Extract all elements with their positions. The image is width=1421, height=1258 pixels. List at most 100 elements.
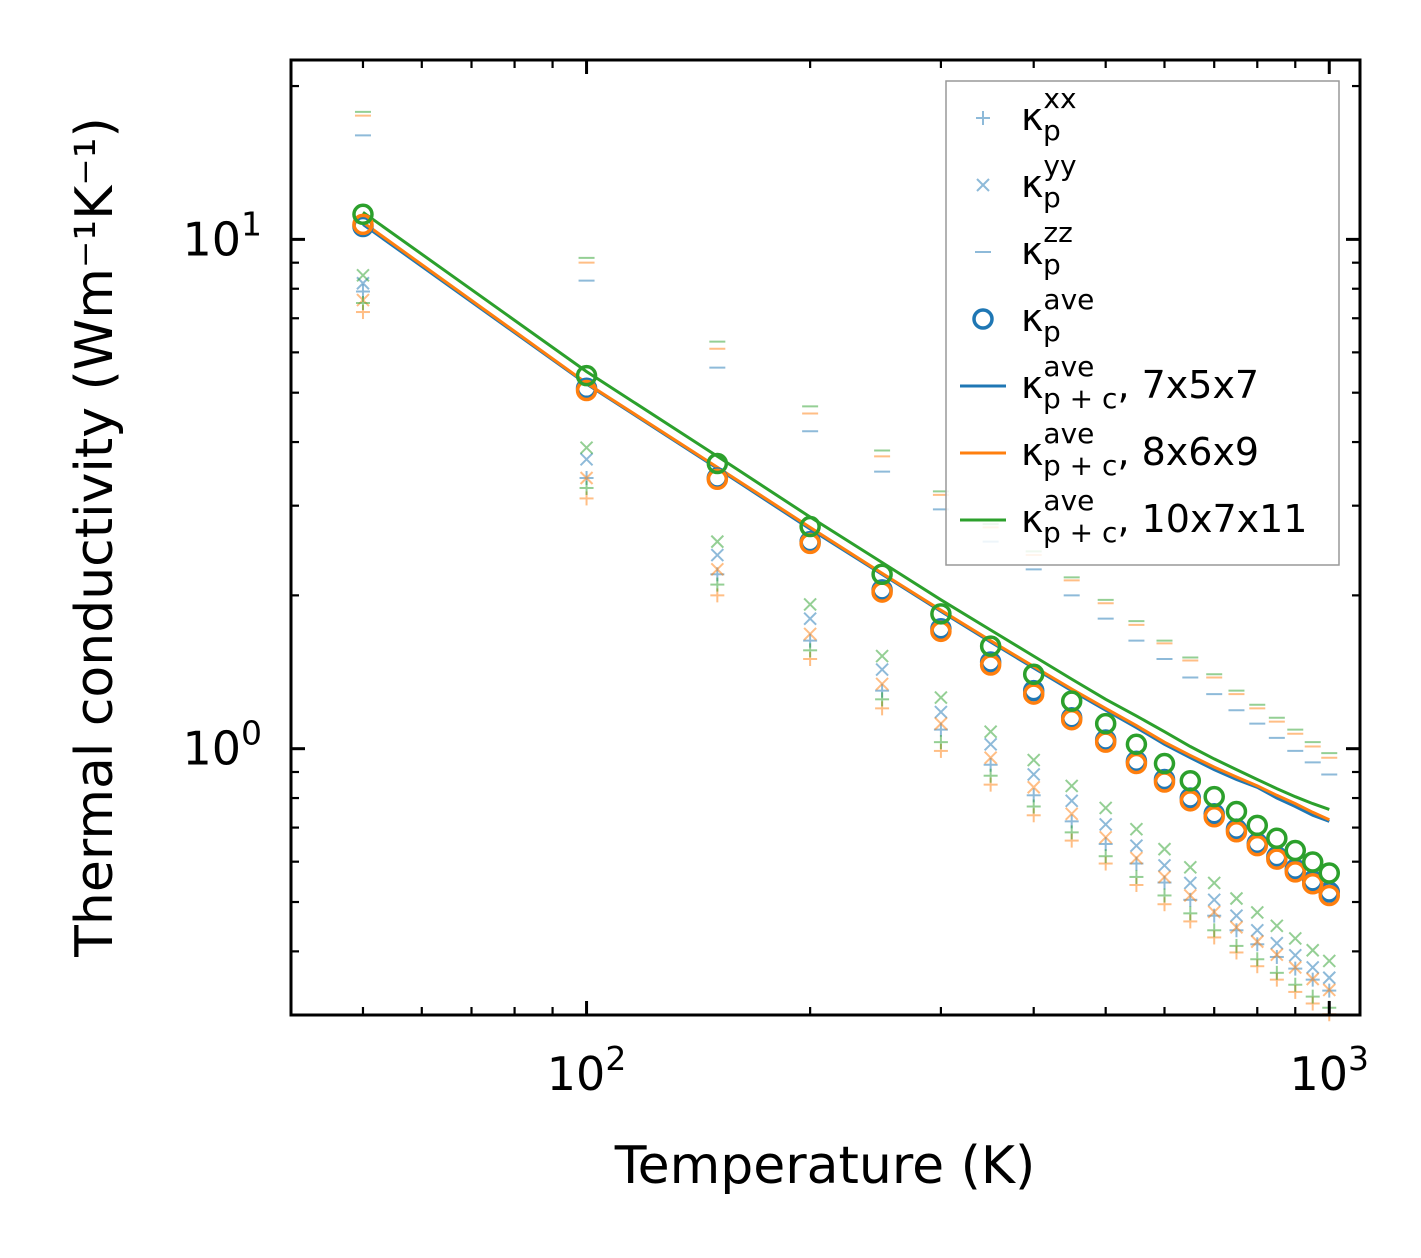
marker-kappa-p-yy-10x7x11-T850 bbox=[1270, 919, 1284, 933]
marker-kappa-p-yy-10x7x11-T50 bbox=[356, 268, 370, 283]
marker-kappa-p-yy-7x5x7-T200 bbox=[803, 611, 817, 626]
marker-kappa-p-xx-10x7x11-T600 bbox=[1157, 888, 1172, 903]
legend-entry-0: κxx p bbox=[976, 82, 1077, 147]
marker-kappa-p-yy-10x7x11-T750 bbox=[1229, 891, 1244, 906]
marker-kappa-p-xx-10x7x11-T200 bbox=[803, 643, 818, 658]
marker-kappa-p-yy-7x5x7-T450 bbox=[1064, 794, 1079, 808]
marker-kappa-p-yy-7x5x7-T1000 bbox=[1322, 971, 1336, 985]
marker-kappa-p-yy-10x7x11-T400 bbox=[1026, 753, 1041, 767]
marker-kappa-p-ave-8x6x9-T150 bbox=[706, 468, 729, 491]
marker-kappa-p-xx-10x7x11-T800 bbox=[1250, 952, 1265, 967]
marker-kappa-p-yy-10x7x11-T250 bbox=[875, 649, 889, 663]
marker-kappa-p-ave-8x6x9-T650 bbox=[1179, 790, 1202, 812]
marker-kappa-p-yy-10x7x11-T800 bbox=[1250, 905, 1264, 920]
marker-kappa-p-yy-7x5x7-T650 bbox=[1183, 876, 1198, 890]
marker-kappa-p-yy-8x6x9-T100 bbox=[579, 471, 594, 485]
marker-kappa-p-yy-10x7x11-T1000 bbox=[1322, 954, 1336, 968]
marker-kappa-p-xx-10x7x11-T300 bbox=[933, 735, 948, 750]
marker-kappa-p-ave-10x7x11-T100 bbox=[575, 364, 598, 387]
marker-kappa-p-xx-10x7x11-T400 bbox=[1026, 799, 1041, 814]
legend-label: κyy p bbox=[1021, 149, 1077, 214]
marker-kappa-p-xx-7x5x7-T850 bbox=[1269, 949, 1284, 964]
marker-kappa-p-yy-10x7x11-T700 bbox=[1207, 876, 1221, 890]
marker-kappa-p-xx-10x7x11-T100 bbox=[579, 480, 594, 495]
marker-kappa-p-yy-8x6x9-T300 bbox=[934, 716, 948, 731]
legend-entry-1: κyy p bbox=[976, 149, 1077, 214]
marker-kappa-p-xx-10x7x11-T750 bbox=[1229, 938, 1244, 953]
marker-kappa-p-yy-7x5x7-T750 bbox=[1229, 908, 1244, 923]
marker-kappa-p-ave-10x7x11-T450 bbox=[1060, 690, 1083, 712]
marker-kappa-p-ave-10x7x11-T200 bbox=[799, 515, 821, 538]
marker-kappa-p-yy-8x6x9-T850 bbox=[1270, 948, 1284, 962]
marker-kappa-p-ave-10x7x11-T700 bbox=[1203, 785, 1225, 808]
marker-kappa-p-xx-7x5x7-T500 bbox=[1098, 836, 1113, 851]
marker-kappa-p-yy-7x5x7-T150 bbox=[710, 548, 725, 562]
marker-kappa-p-ave-10x7x11-T150 bbox=[706, 452, 729, 475]
marker-kappa-p-yy-7x5x7-T950 bbox=[1306, 960, 1320, 975]
legend-swatch-cross bbox=[976, 178, 990, 192]
marker-kappa-p-ave-10x7x11-T600 bbox=[1153, 752, 1176, 775]
marker-kappa-p-ave-10x7x11-T400 bbox=[1022, 663, 1045, 686]
legend-label: κave p + c, 8x6x9 bbox=[1021, 417, 1259, 482]
marker-kappa-p-xx-10x7x11-T650 bbox=[1183, 906, 1198, 921]
marker-kappa-p-yy-8x6x9-T400 bbox=[1026, 780, 1041, 794]
marker-kappa-p-ave-8x6x9-T850 bbox=[1266, 848, 1288, 870]
marker-kappa-p-ave-8x6x9-T900 bbox=[1284, 861, 1307, 883]
marker-kappa-p-xx-10x7x11-T350 bbox=[983, 768, 998, 783]
legend-label: κxx p bbox=[1021, 82, 1077, 147]
marker-kappa-p-ave-10x7x11-T750 bbox=[1225, 800, 1248, 823]
legend-box bbox=[945, 80, 1340, 566]
marker-kappa-p-yy-7x5x7-T900 bbox=[1288, 948, 1302, 962]
marker-kappa-p-xx-10x7x11-T950 bbox=[1305, 989, 1320, 1004]
legend-label: κave p + c, 10x7x11 bbox=[1021, 484, 1307, 549]
marker-kappa-p-ave-10x7x11-T800 bbox=[1246, 814, 1269, 837]
marker-kappa-p-xx-7x5x7-T800 bbox=[1250, 937, 1265, 952]
line-kappa-pc-ave-8x6x9 bbox=[362, 221, 1330, 822]
marker-kappa-p-ave-10x7x11-T1000 bbox=[1318, 862, 1341, 884]
marker-kappa-p-yy-10x7x11-T150 bbox=[710, 534, 725, 549]
marker-kappa-p-yy-10x7x11-T650 bbox=[1183, 860, 1198, 874]
marker-kappa-p-yy-10x7x11-T950 bbox=[1306, 943, 1320, 957]
marker-kappa-p-xx-10x7x11-T150 bbox=[710, 577, 725, 592]
marker-kappa-p-ave-10x7x11-T550 bbox=[1125, 733, 1148, 756]
marker-kappa-p-yy-8x6x9-T150 bbox=[710, 562, 725, 577]
marker-kappa-p-xx-10x7x11-T700 bbox=[1207, 923, 1222, 938]
y-tick-label-1: 100 bbox=[182, 714, 262, 776]
x-tick-label-1000: 103 bbox=[1289, 1039, 1369, 1101]
marker-kappa-p-xx-10x7x11-T500 bbox=[1098, 849, 1113, 864]
marker-kappa-p-yy-7x5x7-T300 bbox=[934, 705, 948, 719]
marker-kappa-p-yy-8x6x9-T450 bbox=[1064, 807, 1079, 821]
marker-kappa-p-ave-10x7x11-T950 bbox=[1301, 851, 1324, 873]
marker-kappa-p-yy-7x5x7-T550 bbox=[1129, 838, 1144, 853]
marker-kappa-p-yy-10x7x11-T450 bbox=[1064, 779, 1079, 793]
marker-kappa-p-xx-10x7x11-T900 bbox=[1288, 977, 1303, 992]
marker-kappa-p-yy-8x6x9-T350 bbox=[983, 751, 998, 765]
marker-kappa-p-xx-10x7x11-T250 bbox=[875, 692, 890, 707]
legend-swatch-plus bbox=[976, 111, 990, 125]
marker-kappa-p-xx-10x7x11-T550 bbox=[1129, 869, 1144, 884]
marker-kappa-p-yy-10x7x11-T300 bbox=[934, 690, 948, 705]
marker-kappa-p-ave-10x7x11-T900 bbox=[1284, 839, 1307, 862]
marker-kappa-p-ave-8x6x9-T950 bbox=[1301, 873, 1324, 895]
marker-kappa-p-yy-8x6x9-T650 bbox=[1183, 888, 1198, 903]
marker-kappa-p-yy-10x7x11-T200 bbox=[803, 597, 817, 612]
marker-kappa-p-yy-8x6x9-T800 bbox=[1250, 934, 1264, 949]
marker-kappa-p-yy-8x6x9-T750 bbox=[1229, 920, 1244, 934]
marker-kappa-p-xx-10x7x11-T850 bbox=[1269, 965, 1284, 980]
marker-kappa-p-ave-8x6x9-T50 bbox=[352, 213, 374, 236]
legend-swatch-circle bbox=[972, 308, 994, 330]
marker-kappa-p-yy-8x6x9-T950 bbox=[1306, 972, 1320, 986]
plot-series bbox=[352, 110, 1341, 1022]
marker-kappa-p-yy-7x5x7-T500 bbox=[1098, 817, 1113, 832]
marker-kappa-p-yy-7x5x7-T250 bbox=[875, 662, 889, 677]
marker-kappa-p-yy-10x7x11-T600 bbox=[1157, 842, 1172, 856]
y-tick-label-10: 101 bbox=[182, 204, 262, 266]
marker-kappa-p-xx-7x5x7-T750 bbox=[1229, 923, 1244, 938]
marker-kappa-p-yy-8x6x9-T200 bbox=[803, 627, 817, 641]
marker-kappa-p-yy-7x5x7-T400 bbox=[1026, 767, 1041, 782]
marker-kappa-p-yy-8x6x9-T700 bbox=[1207, 905, 1221, 919]
marker-kappa-p-yy-8x6x9-T500 bbox=[1098, 830, 1113, 844]
marker-kappa-p-yy-8x6x9-T600 bbox=[1157, 870, 1172, 884]
